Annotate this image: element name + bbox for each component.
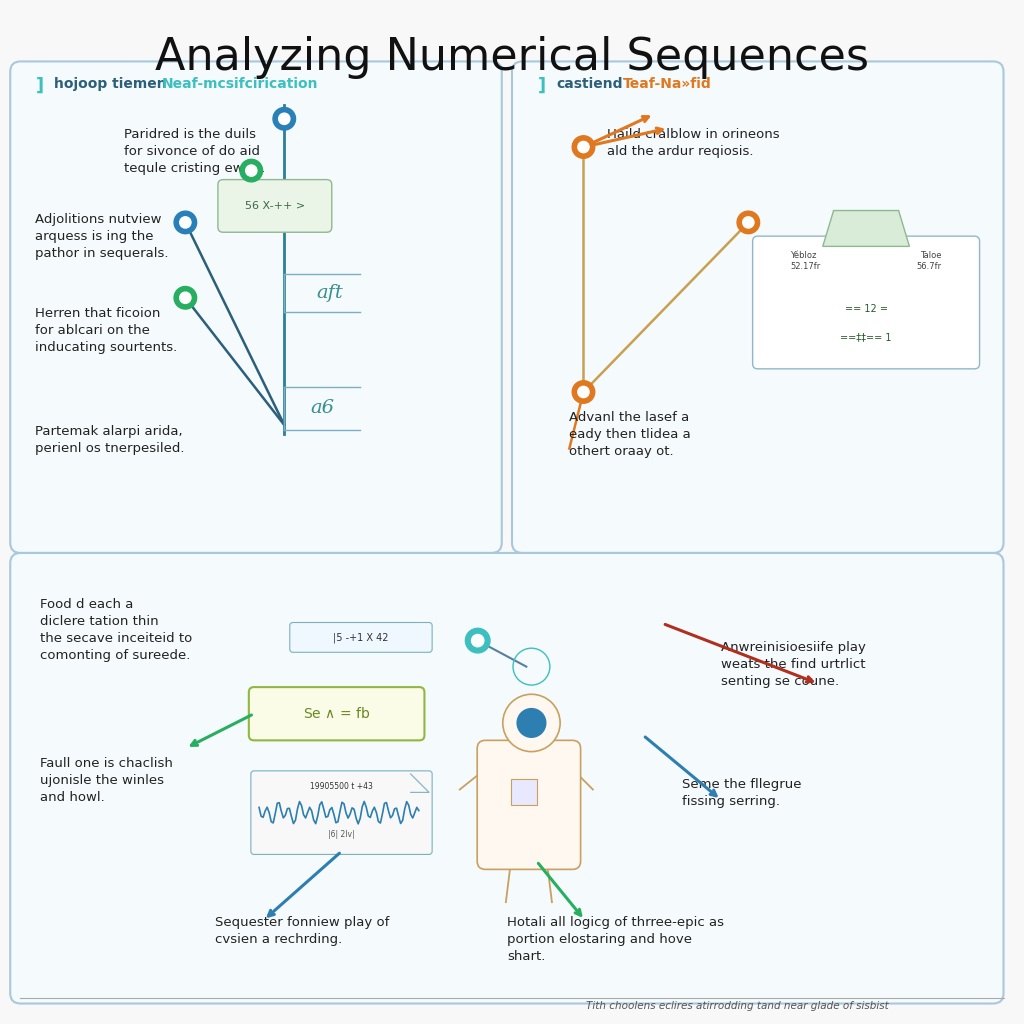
Text: aft: aft bbox=[316, 284, 343, 302]
Circle shape bbox=[572, 136, 595, 159]
Polygon shape bbox=[822, 211, 909, 247]
Circle shape bbox=[246, 165, 257, 176]
FancyBboxPatch shape bbox=[477, 740, 581, 869]
Text: hojoop tiemen: hojoop tiemen bbox=[54, 77, 167, 91]
Text: Taloe
56.7fr: Taloe 56.7fr bbox=[916, 252, 942, 271]
FancyBboxPatch shape bbox=[290, 623, 432, 652]
FancyBboxPatch shape bbox=[251, 771, 432, 854]
Circle shape bbox=[742, 217, 754, 228]
Text: Anwreinisioesiife play
weats the find urtrlict
senting se coune.: Anwreinisioesiife play weats the find ur… bbox=[721, 641, 865, 687]
Text: Neaf-mcsifcirication: Neaf-mcsifcirication bbox=[162, 77, 318, 91]
Text: ]: ] bbox=[538, 77, 546, 95]
FancyBboxPatch shape bbox=[10, 553, 1004, 1004]
Circle shape bbox=[578, 386, 589, 397]
Text: Analyzing Numerical Sequences: Analyzing Numerical Sequences bbox=[155, 36, 869, 79]
FancyBboxPatch shape bbox=[249, 687, 424, 740]
Text: Haild cralblow in orineons
ald the ardur reqiosis.: Haild cralblow in orineons ald the ardur… bbox=[607, 128, 779, 158]
Circle shape bbox=[471, 635, 483, 647]
Text: 19905500 t +43: 19905500 t +43 bbox=[310, 782, 373, 792]
Circle shape bbox=[572, 381, 595, 403]
Text: Casial the lgent to
lortimal becunder
hespioes on usiesrtly.: Casial the lgent to lortimal becunder he… bbox=[767, 251, 910, 298]
Circle shape bbox=[503, 694, 560, 752]
Text: a6: a6 bbox=[310, 399, 334, 418]
Text: Yébloz
52.17fr: Yébloz 52.17fr bbox=[791, 252, 820, 271]
Circle shape bbox=[517, 709, 546, 737]
Circle shape bbox=[279, 114, 290, 124]
Text: Seme the fllegrue
fissing serring.: Seme the fllegrue fissing serring. bbox=[682, 778, 802, 808]
Text: Se $\wedge$ = fb: Se $\wedge$ = fb bbox=[303, 707, 371, 721]
FancyBboxPatch shape bbox=[10, 61, 502, 553]
Text: Advanl the lasef a
eady then tlidea a
othert oraay ot.: Advanl the lasef a eady then tlidea a ot… bbox=[569, 411, 691, 458]
Text: Hotali all logicg of thrree-epic as
portion elostaring and hove
shart.: Hotali all logicg of thrree-epic as port… bbox=[507, 915, 724, 963]
Text: |5 -+1 X 42: |5 -+1 X 42 bbox=[333, 632, 389, 643]
Text: Adjolitions nutview
arquess is ing the
pathor in sequerals.: Adjolitions nutview arquess is ing the p… bbox=[35, 213, 168, 260]
Circle shape bbox=[737, 211, 760, 233]
Text: 56 X-++ >: 56 X-++ > bbox=[245, 201, 305, 211]
Text: castiend: castiend bbox=[556, 77, 623, 91]
FancyBboxPatch shape bbox=[218, 179, 332, 232]
FancyBboxPatch shape bbox=[512, 61, 1004, 553]
Circle shape bbox=[578, 141, 589, 153]
FancyBboxPatch shape bbox=[511, 779, 537, 805]
Circle shape bbox=[174, 211, 197, 233]
Circle shape bbox=[174, 287, 197, 309]
Circle shape bbox=[465, 629, 489, 653]
Text: Herren that ficoion
for ablcari on the
inducating sourtents.: Herren that ficoion for ablcari on the i… bbox=[35, 307, 177, 354]
Text: == 12 =: == 12 = bbox=[845, 303, 888, 313]
Text: Faull one is chaclish
ujonisle the winles
and howl.: Faull one is chaclish ujonisle the winle… bbox=[40, 757, 173, 804]
Text: Food d each a
diclere tation thin
the secave inceiteid to
comonting of sureede.: Food d each a diclere tation thin the se… bbox=[40, 598, 193, 662]
Circle shape bbox=[180, 292, 190, 303]
Text: ]: ] bbox=[36, 77, 44, 95]
Circle shape bbox=[240, 160, 262, 182]
Circle shape bbox=[180, 217, 190, 228]
Text: Partemak alarpi arida,
perienl os tnerpesiled.: Partemak alarpi arida, perienl os tnerpe… bbox=[35, 425, 184, 455]
Text: ==‡‡== 1: ==‡‡== 1 bbox=[841, 332, 892, 342]
Text: Tith choolens eclires atirrodding tand near glade of sisbist: Tith choolens eclires atirrodding tand n… bbox=[586, 1000, 889, 1011]
Text: Paridred is the duils
for sivonce of do aid
tequle cristing ewint.: Paridred is the duils for sivonce of do … bbox=[124, 128, 265, 175]
Text: Sequester fonniew play of
cvsien a rechrding.: Sequester fonniew play of cvsien a rechr… bbox=[215, 915, 389, 946]
Circle shape bbox=[273, 108, 296, 130]
Text: |6| 2lv|: |6| 2lv| bbox=[328, 830, 355, 839]
FancyBboxPatch shape bbox=[753, 237, 980, 369]
Text: Teaf-Na»fid: Teaf-Na»fid bbox=[623, 77, 712, 91]
